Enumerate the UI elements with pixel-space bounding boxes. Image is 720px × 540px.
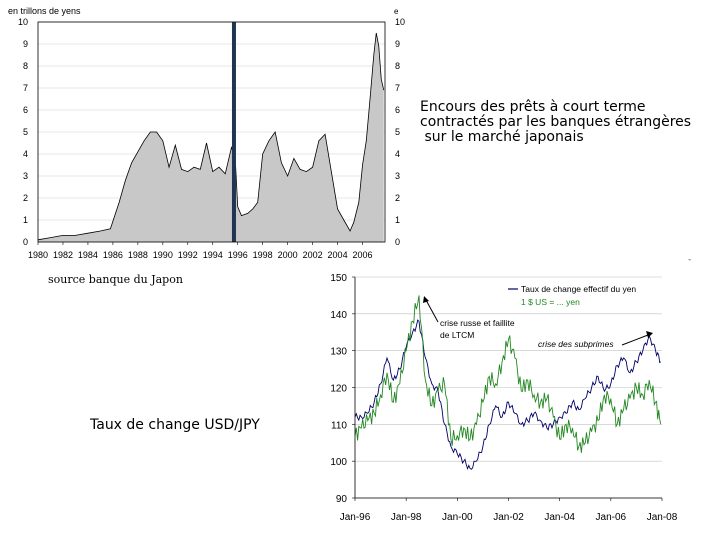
legend-label-effective-rate: Taux de change effectif du yen bbox=[521, 284, 636, 294]
chart1-ytick-left: 0 bbox=[23, 237, 28, 247]
chart1-xtick: 1988 bbox=[128, 250, 148, 260]
chart2-ytick: 150 bbox=[330, 273, 347, 284]
annotation-subprime: crise des subprimes bbox=[538, 339, 614, 349]
chart1-ytick-left: 10 bbox=[18, 17, 28, 27]
chart2-xtick: Jan-98 bbox=[391, 512, 422, 523]
chart2-ytick: 140 bbox=[330, 310, 347, 321]
chart1-ytick-right: 10 bbox=[395, 17, 405, 27]
chart2-line-usd-rate bbox=[354, 295, 662, 453]
chart1-ytick-left: 8 bbox=[23, 61, 28, 71]
chart1-ytick-right: 6 bbox=[395, 105, 400, 115]
chart2-ytick: 100 bbox=[330, 457, 347, 468]
chart1-ytick-left: 6 bbox=[23, 105, 28, 115]
chart1-ytick-right: 1 bbox=[395, 215, 400, 225]
annotation-ltcm-line1: crise russe et faillite bbox=[440, 318, 515, 328]
chart1-frame bbox=[37, 21, 386, 243]
short-term-loans-chart: en trillons de yens e 0 0 1 1 2 2 3 3 4 4 5 5 6 6 7 7 8 8… bbox=[8, 6, 405, 260]
chart1-xtick: 2000 bbox=[278, 250, 298, 260]
chart1-area bbox=[38, 33, 384, 242]
chart1-xtick: 2004 bbox=[328, 250, 348, 260]
chart1-xtick: 1998 bbox=[253, 250, 273, 260]
annotation-subprime-arrowhead bbox=[646, 331, 653, 338]
caption-line-1: Encours des prêts à court terme bbox=[420, 99, 646, 115]
chart1-ytick-left: 2 bbox=[23, 193, 28, 203]
chart1-ylabel: en trillons de yens bbox=[8, 6, 81, 16]
chart1-ytick-right: 9 bbox=[395, 39, 400, 49]
corner-mark: - bbox=[688, 255, 692, 265]
chart2-xtick: Jan-06 bbox=[596, 512, 627, 523]
annotation-ltcm-arrow bbox=[425, 299, 439, 323]
chart1-ytick-right: 3 bbox=[395, 171, 400, 181]
annotation-subprime-arrow bbox=[621, 334, 649, 346]
chart2-xtick: Jan-02 bbox=[493, 512, 524, 523]
chart1-line bbox=[37, 32, 385, 241]
chart1-ytick-right: 4 bbox=[395, 149, 400, 159]
chart2-ytick: 110 bbox=[331, 420, 347, 431]
chart1-ytick-right: 0 bbox=[395, 237, 400, 247]
chart1-ytick-left: 5 bbox=[23, 127, 28, 137]
chart2-line-effective-rate bbox=[354, 319, 661, 471]
chart1-ytick-right: 8 bbox=[395, 61, 400, 71]
legend-label-usd-rate: 1 $ US = ... yen bbox=[521, 297, 580, 307]
chart2-ytick: 120 bbox=[330, 384, 347, 395]
chart1-xtick: 2006 bbox=[353, 250, 373, 260]
chart1-ytick-right: 7 bbox=[395, 83, 400, 93]
chart1-ytick-left: 9 bbox=[23, 39, 28, 49]
legend-box bbox=[505, 283, 655, 313]
caption-line-2: contractés par les banques étrangères bbox=[420, 114, 692, 130]
chart1-xtick: 1986 bbox=[103, 250, 123, 260]
annotation-ltcm-arrowhead bbox=[423, 296, 429, 303]
chart1-ytick-left: 1 bbox=[23, 215, 28, 225]
chart1-xtick: 2002 bbox=[303, 250, 323, 260]
caption-line-3: sur le marché japonais bbox=[420, 129, 584, 145]
chart2-xtick: Jan-00 bbox=[442, 512, 473, 523]
chart1-ytick-right: 5 bbox=[395, 127, 400, 137]
chart2-xtick: Jan-08 bbox=[647, 512, 678, 523]
fx-caption: Taux de change USD/JPY bbox=[90, 417, 260, 433]
chart1-ytick-right: 2 bbox=[395, 193, 400, 203]
chart1-ytick-left: 4 bbox=[23, 149, 28, 159]
chart2-xtick: Jan-04 bbox=[544, 512, 575, 523]
chart1-xtick: 1984 bbox=[78, 250, 98, 260]
chart1-xtick: 1982 bbox=[53, 250, 73, 260]
chart1-ytick-left: 7 bbox=[23, 83, 28, 93]
chart1-xtick: 1980 bbox=[28, 250, 48, 260]
chart2-ytick: 90 bbox=[336, 494, 348, 505]
chart1-xtick: 1994 bbox=[203, 250, 223, 260]
annotation-ltcm-line2: de LTCM bbox=[440, 330, 474, 340]
chart2-xtick: Jan-96 bbox=[340, 512, 371, 523]
chart2-ytick: 130 bbox=[330, 347, 347, 358]
source-note: source banque du Japon bbox=[48, 273, 183, 286]
chart1-right-axis-label: e bbox=[394, 7, 399, 16]
chart1-xtick: 1990 bbox=[153, 250, 173, 260]
chart1-xtick: 1992 bbox=[178, 250, 198, 260]
chart1-ytick-left: 3 bbox=[23, 171, 28, 181]
chart-caption: Encours des prêts à court terme contract… bbox=[420, 100, 720, 145]
chart2-plot-bg bbox=[355, 277, 662, 498]
chart1-xtick: 1996 bbox=[228, 250, 248, 260]
